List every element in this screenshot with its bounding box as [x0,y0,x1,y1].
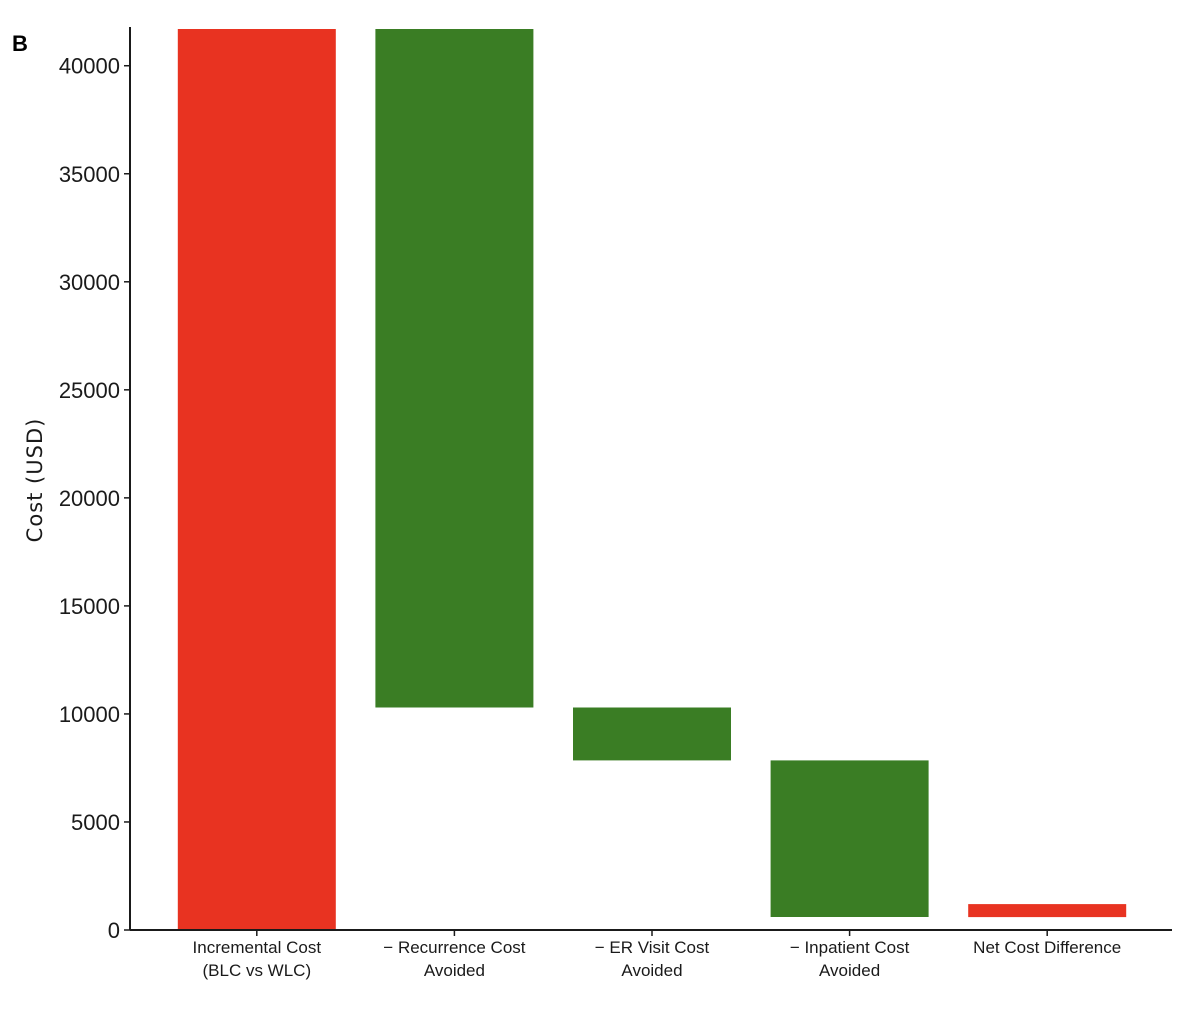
y-tick-label-6: 30000 [59,270,120,295]
x-tick-label-2: − ER Visit Cost Avoided [595,938,710,980]
x-tick-label-1: − Recurrence Cost Avoided [383,938,525,980]
x-tick-label-line: Avoided [424,961,485,980]
y-ticks: 0 5000 10000 15000 20000 25000 30000 35000 40000 [59,54,130,943]
y-tick-label-7: 35000 [59,162,120,187]
x-tick-label-line: (BLC vs WLC) [202,961,311,980]
bar-1 [375,29,534,708]
x-tick-label-line: − Inpatient Cost [790,938,910,957]
x-tick-label-line: − Recurrence Cost [383,938,525,957]
y-tick-label-8: 40000 [59,54,120,79]
x-tick-label-3: − Inpatient Cost Avoided [790,938,910,980]
y-tick-label-3: 15000 [59,594,120,619]
axes [129,27,1172,931]
x-tick-label-line: Avoided [621,961,682,980]
y-tick-label-0: 0 [108,918,120,943]
x-tick-label-line: Net Cost Difference [973,938,1121,957]
x-tick-label-line: Incremental Cost [193,938,322,957]
y-tick-label-2: 10000 [59,702,120,727]
y-axis-label: Cost (USD) [23,418,47,543]
bar-4 [968,904,1127,918]
bar-0 [177,29,336,930]
x-tick-label-4: Net Cost Difference [973,938,1121,957]
y-tick-label-1: 5000 [71,810,120,835]
x-tick-label-line: Avoided [819,961,880,980]
bars [177,29,1127,930]
bar-3 [770,760,929,917]
panel-label: B [12,31,28,56]
x-tick-label-0: Incremental Cost (BLC vs WLC) [193,938,322,980]
y-tick-label-4: 20000 [59,486,120,511]
bar-2 [573,707,731,761]
x-tick-label-line: − ER Visit Cost [595,938,710,957]
x-ticks: Incremental Cost (BLC vs WLC) − Recurrence… [193,930,1121,980]
y-tick-label-5: 25000 [59,378,120,403]
